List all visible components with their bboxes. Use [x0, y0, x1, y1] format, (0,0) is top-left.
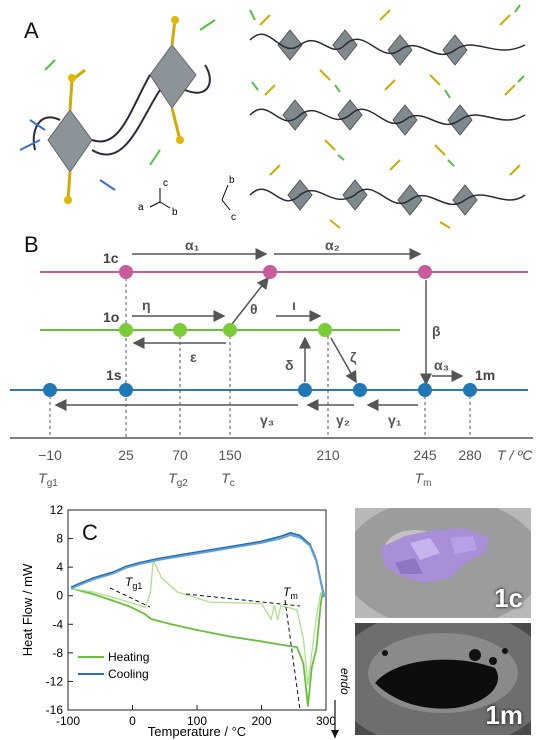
tick-150: 150 [218, 447, 242, 463]
tick-label-tc: Tc [221, 470, 235, 489]
series-line-heating-0 [71, 587, 324, 707]
axis-c-left: c [163, 178, 168, 189]
panel-label-b: B [24, 232, 39, 257]
label-beta: β [432, 323, 441, 339]
panel-b-diagram: 1c 1o 1s 1m α₁ α₂ α₃ β γ₁ γ₂ γ₃ δ ε ζ η … [10, 240, 533, 489]
label-alpha2: α₂ [325, 240, 340, 253]
panel-label-c: C [82, 520, 98, 545]
y-axis-label: Heat Flow / mW [20, 563, 35, 656]
axis-b-right: b [229, 175, 235, 186]
x-tick-label: 0 [129, 714, 136, 728]
x-ticks: -100 0 100 200 300 [56, 705, 336, 728]
photo-label-1c: 1c [494, 583, 523, 613]
left-complex [19, 16, 216, 204]
tick-210: 210 [316, 447, 340, 463]
y-tick-label: -8 [52, 646, 63, 660]
photo-crystal: 1c [355, 508, 531, 618]
y-tick-label: -16 [46, 703, 64, 717]
y-tick-label: 12 [50, 503, 64, 517]
series-line-heating-1 [71, 557, 322, 686]
state-label-1m: 1m [475, 367, 495, 383]
packing-links [249, 33, 526, 206]
label-gamma1: γ₁ [388, 412, 402, 428]
x-tick-label: 300 [316, 714, 336, 728]
state-label-1s: 1s [106, 367, 122, 383]
temperature-axis-label: T / ºC [497, 447, 533, 463]
label-iota: ι [292, 297, 296, 313]
tick-minus10: −10 [38, 447, 62, 463]
endo-arrowhead [331, 730, 339, 738]
legend-cooling: Cooling [108, 667, 149, 681]
series-line-cooling-3 [70, 534, 325, 598]
tick-label-tm: Tm [415, 470, 432, 489]
y-tick-label: 8 [56, 532, 63, 546]
tick-245: 245 [413, 447, 437, 463]
y-tick-label: 4 [56, 560, 63, 574]
label-epsilon: ε [190, 349, 197, 365]
axes-left: c a b [138, 178, 178, 218]
annotation-endo: endo [338, 668, 350, 695]
y-tick-label: -4 [52, 617, 63, 631]
label-alpha3: α₃ [434, 357, 449, 373]
axis-b-left: b [172, 207, 178, 218]
y-ticks: 12 8 4 0 -4 -8 -12 -16 [46, 503, 73, 717]
tick-70: 70 [172, 447, 188, 463]
temperature-guides [49, 272, 471, 438]
label-delta: δ [285, 357, 294, 373]
label-alpha1: α₁ [185, 240, 200, 253]
axis-a-left: a [138, 202, 144, 213]
legend-heating: Heating [108, 650, 149, 664]
label-gamma2: γ₂ [336, 412, 350, 428]
state-nodes [43, 265, 477, 397]
y-tick-label: -12 [46, 674, 64, 688]
transition-arrows [54, 248, 464, 411]
label-gamma3: γ₃ [260, 412, 274, 428]
label-zeta: ζ [350, 349, 357, 365]
packing-layers [277, 29, 478, 216]
state-label-1o: 1o [103, 309, 119, 325]
label-eta: η [142, 297, 151, 313]
panel-a-structure: c a b b c [19, 4, 526, 229]
annotation-tg1: Tg1 [125, 575, 142, 591]
plot-frame [67, 509, 327, 711]
panel-c-chart: 12 8 4 0 -4 -8 -12 -16 -100 0 100 200 300 Tg1 Tm en… [20, 503, 350, 739]
x-tick-label: 100 [187, 714, 207, 728]
axes-right: b c [221, 175, 236, 223]
label-theta: θ [250, 301, 258, 317]
tick-25: 25 [118, 447, 134, 463]
axis-c-right: c [231, 212, 236, 223]
tick-label-tg1: Tg1 [38, 470, 58, 489]
photo-label-1m: 1m [485, 700, 523, 730]
series [70, 531, 325, 707]
onset-guides [109, 587, 301, 711]
x-tick-label: -100 [56, 714, 80, 728]
tick-label-tg2: Tg2 [168, 470, 188, 489]
state-label-1c: 1c [103, 250, 119, 266]
annotation-tm: Tm [283, 585, 298, 601]
photo-melt: 1m [355, 623, 531, 735]
packing-anions [249, 4, 525, 229]
tick-280: 280 [458, 447, 482, 463]
panel-label-a: A [24, 18, 39, 43]
x-tick-label: 200 [251, 714, 271, 728]
y-tick-label: 0 [56, 589, 63, 603]
x-axis-label: Temperature / °C [148, 724, 246, 739]
